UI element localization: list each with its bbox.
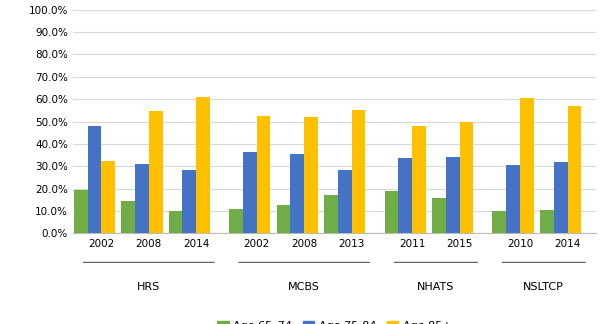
Bar [554, 162, 567, 233]
Legend: Age 65–74, Age 75-84, Age 85+: Age 65–74, Age 75-84, Age 85+ [213, 316, 456, 324]
Bar [520, 98, 534, 233]
Bar [182, 169, 196, 233]
Bar [324, 195, 338, 233]
Bar [506, 165, 520, 233]
Bar [149, 111, 162, 233]
Text: MCBS: MCBS [288, 283, 320, 293]
Text: NSLTCP: NSLTCP [523, 283, 564, 293]
Bar [121, 201, 135, 233]
Bar [74, 190, 88, 233]
Bar [196, 97, 210, 233]
Text: HRS: HRS [137, 283, 161, 293]
Text: NHATS: NHATS [417, 283, 455, 293]
Bar [135, 164, 149, 233]
Bar [277, 205, 291, 233]
Bar [432, 198, 446, 233]
Bar [446, 157, 460, 233]
Bar [88, 126, 102, 233]
Bar [291, 154, 304, 233]
Bar [492, 211, 506, 233]
Bar [243, 152, 257, 233]
Bar [567, 106, 581, 233]
Bar [338, 169, 351, 233]
Bar [304, 117, 318, 233]
Bar [229, 209, 243, 233]
Bar [351, 110, 365, 233]
Bar [398, 158, 412, 233]
Bar [384, 191, 398, 233]
Bar [412, 126, 426, 233]
Bar [460, 122, 474, 233]
Bar [102, 161, 115, 233]
Bar [168, 211, 182, 233]
Bar [257, 116, 271, 233]
Bar [540, 210, 554, 233]
